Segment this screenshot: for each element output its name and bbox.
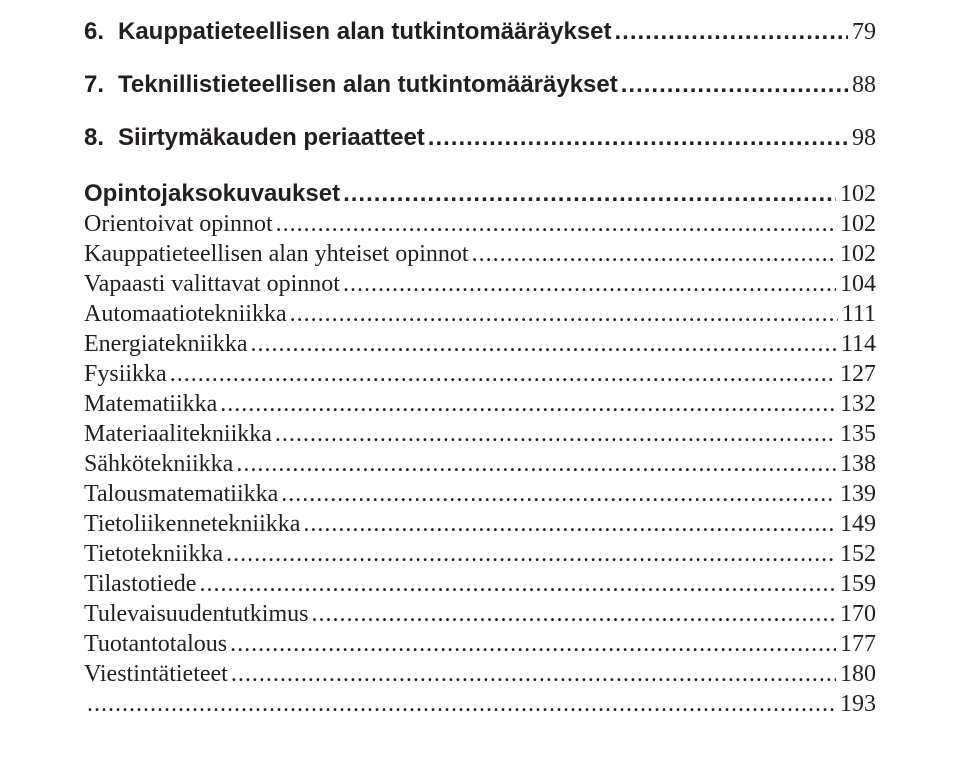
toc-sub-entry: Materiaalitekniikka.....................…: [84, 421, 876, 448]
sub-page: 102: [836, 211, 876, 238]
sub-title: Fysiikka: [84, 361, 167, 388]
toc-sub-entry: Tietoliikennetekniikka..................…: [84, 511, 876, 538]
sub-title: Vapaasti valittavat opinnot: [84, 271, 340, 298]
leader-dots: ........................................…: [233, 451, 836, 478]
leader-dots: ........................................…: [84, 691, 836, 718]
chapter-title: Teknillistieteellisen alan tutkintomäärä…: [118, 71, 618, 98]
toc-sub-entry: Tuotantotalous..........................…: [84, 631, 876, 658]
sub-title: Orientoivat opinnot: [84, 211, 273, 238]
sub-page: 111: [838, 301, 876, 328]
sub-page: 180: [836, 661, 876, 688]
sub-page: 135: [836, 421, 876, 448]
leader-dots: ........................................…: [272, 421, 836, 448]
leader-dots: ........................................…: [248, 331, 837, 358]
sub-title: Tietoliikennetekniikka: [84, 511, 300, 538]
leader-dots: ........................................…: [612, 18, 849, 46]
chapter-number: 7.: [84, 71, 118, 99]
leader-dots: ........................................…: [227, 631, 836, 658]
toc-sub-entry: Tietotekniikka..........................…: [84, 541, 876, 568]
sub-page: 193: [836, 691, 876, 718]
leader-dots: ........................................…: [340, 180, 836, 208]
sub-title: Energiatekniikka: [84, 331, 248, 358]
leader-dots: ........................................…: [300, 511, 836, 538]
sub-page: 104: [836, 271, 876, 298]
section-page: 102: [836, 181, 876, 208]
chapter-label: 7.Teknillistieteellisen alan tutkintomää…: [84, 71, 618, 99]
toc-sub-list: Orientoivat opinnot.....................…: [84, 211, 876, 718]
leader-dots: ........................................…: [425, 124, 848, 152]
sub-title: Matematiikka: [84, 391, 217, 418]
chapter-label: 6.Kauppatieteellisen alan tutkintomääräy…: [84, 18, 612, 46]
toc-sub-entry: Fysiikka................................…: [84, 361, 876, 388]
leader-dots: ........................................…: [287, 301, 838, 328]
sub-title: Tietotekniikka: [84, 541, 223, 568]
sub-title: Tulevaisuudentutkimus: [84, 601, 308, 628]
leader-dots: ........................................…: [196, 571, 836, 598]
toc-page: 6.Kauppatieteellisen alan tutkintomääräy…: [0, 0, 960, 751]
sub-title: Materiaalitekniikka: [84, 421, 272, 448]
sub-title: Viestintätieteet: [84, 661, 228, 688]
chapter-page: 79: [848, 19, 876, 46]
chapter-page: 98: [848, 125, 876, 152]
leader-dots: ........................................…: [223, 541, 836, 568]
sub-page: 170: [836, 601, 876, 628]
toc-sub-entry: Viestintätieteet........................…: [84, 661, 876, 688]
toc-sub-entry: Tulevaisuudentutkimus...................…: [84, 601, 876, 628]
sub-page: 139: [836, 481, 876, 508]
sub-title: Talousmatematiikka: [84, 481, 278, 508]
leader-dots: ........................................…: [273, 211, 836, 238]
sub-title: Automaatiotekniikka: [84, 301, 287, 328]
sub-page: 152: [836, 541, 876, 568]
toc-chapter-7: 7.Teknillistieteellisen alan tutkintomää…: [84, 71, 876, 99]
toc-section-heading: Opintojaksokuvaukset ...................…: [84, 180, 876, 208]
leader-dots: ........................................…: [278, 481, 836, 508]
sub-page: 114: [837, 331, 876, 358]
sub-page: 138: [836, 451, 876, 478]
sub-page: 102: [836, 241, 876, 268]
leader-dots: ........................................…: [340, 271, 836, 298]
sub-title: Tilastotiede: [84, 571, 196, 598]
toc-chapter-6: 6.Kauppatieteellisen alan tutkintomääräy…: [84, 18, 876, 46]
toc-sub-entry: Energiatekniikka........................…: [84, 331, 876, 358]
toc-sub-entry: Matematiikka............................…: [84, 391, 876, 418]
chapter-number: 6.: [84, 18, 118, 46]
sub-page: 159: [836, 571, 876, 598]
sub-title: Kauppatieteellisen alan yhteiset opinnot: [84, 241, 469, 268]
toc-chapter-8: 8.Siirtymäkauden periaatteet ...........…: [84, 124, 876, 152]
chapter-title: Siirtymäkauden periaatteet: [118, 124, 425, 151]
leader-dots: ........................................…: [167, 361, 836, 388]
toc-sub-entry: Tilastotiede............................…: [84, 571, 876, 598]
sub-page: 127: [836, 361, 876, 388]
sub-page: 177: [836, 631, 876, 658]
section-title: Opintojaksokuvaukset: [84, 180, 340, 208]
leader-dots: ........................................…: [308, 601, 836, 628]
sub-title: Sähkötekniikka: [84, 451, 233, 478]
leader-dots: ........................................…: [469, 241, 836, 268]
sub-page: 132: [836, 391, 876, 418]
toc-sub-entry: Talousmatematiikka......................…: [84, 481, 876, 508]
sub-page: 149: [836, 511, 876, 538]
chapter-title: Kauppatieteellisen alan tutkintomääräyks…: [118, 18, 612, 45]
toc-sub-entry: Sähkötekniikka..........................…: [84, 451, 876, 478]
sub-title: Tuotantotalous: [84, 631, 227, 658]
chapter-page: 88: [848, 72, 876, 99]
leader-dots: ........................................…: [217, 391, 836, 418]
toc-sub-entry: Automaatiotekniikka.....................…: [84, 301, 876, 328]
leader-dots: ........................................…: [228, 661, 836, 688]
leader-dots: ........................................…: [618, 71, 848, 99]
toc-sub-entry: Vapaasti valittavat opinnot.............…: [84, 271, 876, 298]
chapter-label: 8.Siirtymäkauden periaatteet: [84, 124, 425, 152]
toc-sub-entry: Kauppatieteellisen alan yhteiset opinnot…: [84, 241, 876, 268]
chapter-number: 8.: [84, 124, 118, 152]
toc-sub-entry: ........................................…: [84, 691, 876, 718]
toc-sub-entry: Orientoivat opinnot.....................…: [84, 211, 876, 238]
